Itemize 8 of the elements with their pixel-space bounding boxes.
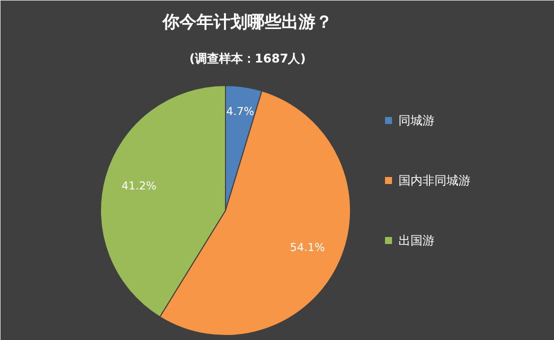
chart-title: 你今年计划哪些出游？ bbox=[162, 12, 332, 32]
chart-subtitle: (调查样本：1687人) bbox=[189, 52, 306, 66]
legend-label: 出国游 bbox=[398, 234, 434, 248]
data-label: 41.2% bbox=[121, 179, 156, 192]
data-label: 54.1% bbox=[290, 241, 326, 254]
legend-label: 同城游 bbox=[398, 114, 434, 128]
legend-label: 国内非同城游 bbox=[398, 174, 470, 188]
data-label: 4.7% bbox=[226, 105, 254, 118]
